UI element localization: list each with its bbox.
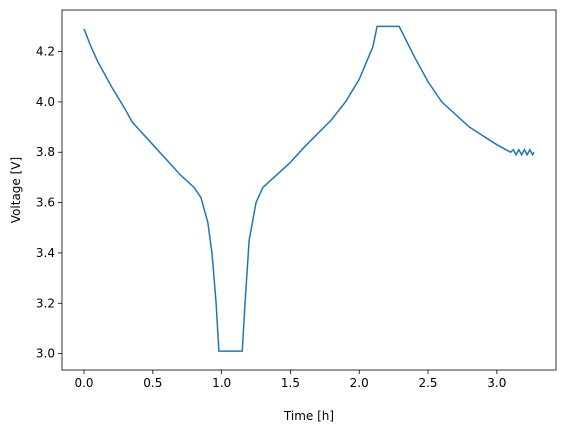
plot-frame: [61, 9, 557, 371]
y-tick-label: 3.8: [36, 145, 55, 159]
y-tick-label: 4.2: [36, 45, 55, 59]
x-tick-label: 1.5: [281, 376, 300, 390]
y-tick-label: 3.2: [36, 296, 55, 310]
y-tick-label: 3.4: [36, 246, 55, 260]
x-tick-label: 2.5: [418, 376, 437, 390]
x-tick-label: 1.0: [212, 376, 231, 390]
x-tick-label: 0.0: [74, 376, 93, 390]
y-axis-label: Voltage [V]: [9, 157, 23, 223]
x-tick-label: 0.5: [143, 376, 162, 390]
x-tick-label: 2.0: [350, 376, 369, 390]
x-axis-label: Time [h]: [283, 409, 334, 423]
y-tick-label: 3.0: [36, 347, 55, 361]
y-tick-label: 3.6: [36, 196, 55, 210]
x-tick-label: 3.0: [487, 376, 506, 390]
y-tick-label: 4.0: [36, 95, 55, 109]
line-series: [83, 25, 535, 352]
